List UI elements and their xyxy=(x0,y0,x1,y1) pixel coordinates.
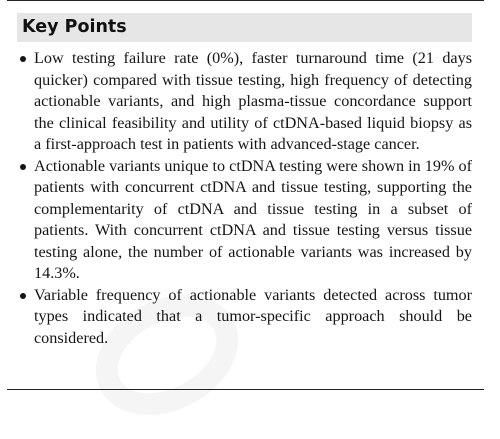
key-point-item: Actionable variants unique to ctDNA test… xyxy=(17,156,472,285)
key-point-item: Variable frequency of actionable variant… xyxy=(17,285,472,350)
key-point-text: Variable frequency of actionable variant… xyxy=(34,285,472,347)
bullet-icon xyxy=(20,163,26,170)
key-point-text: Actionable variants unique to ctDNA test… xyxy=(34,156,472,283)
bullet-icon xyxy=(20,56,26,62)
key-points-title: Key Points xyxy=(17,13,472,42)
key-points-box: Key Points Low testing failure rate (0%)… xyxy=(7,0,484,390)
key-point-item: Low testing failure rate (0%), faster tu… xyxy=(17,48,472,156)
key-points-list: Low testing failure rate (0%), faster tu… xyxy=(17,48,472,349)
key-point-text: Low testing failure rate (0%), faster tu… xyxy=(34,49,472,153)
bullet-icon xyxy=(20,292,26,299)
